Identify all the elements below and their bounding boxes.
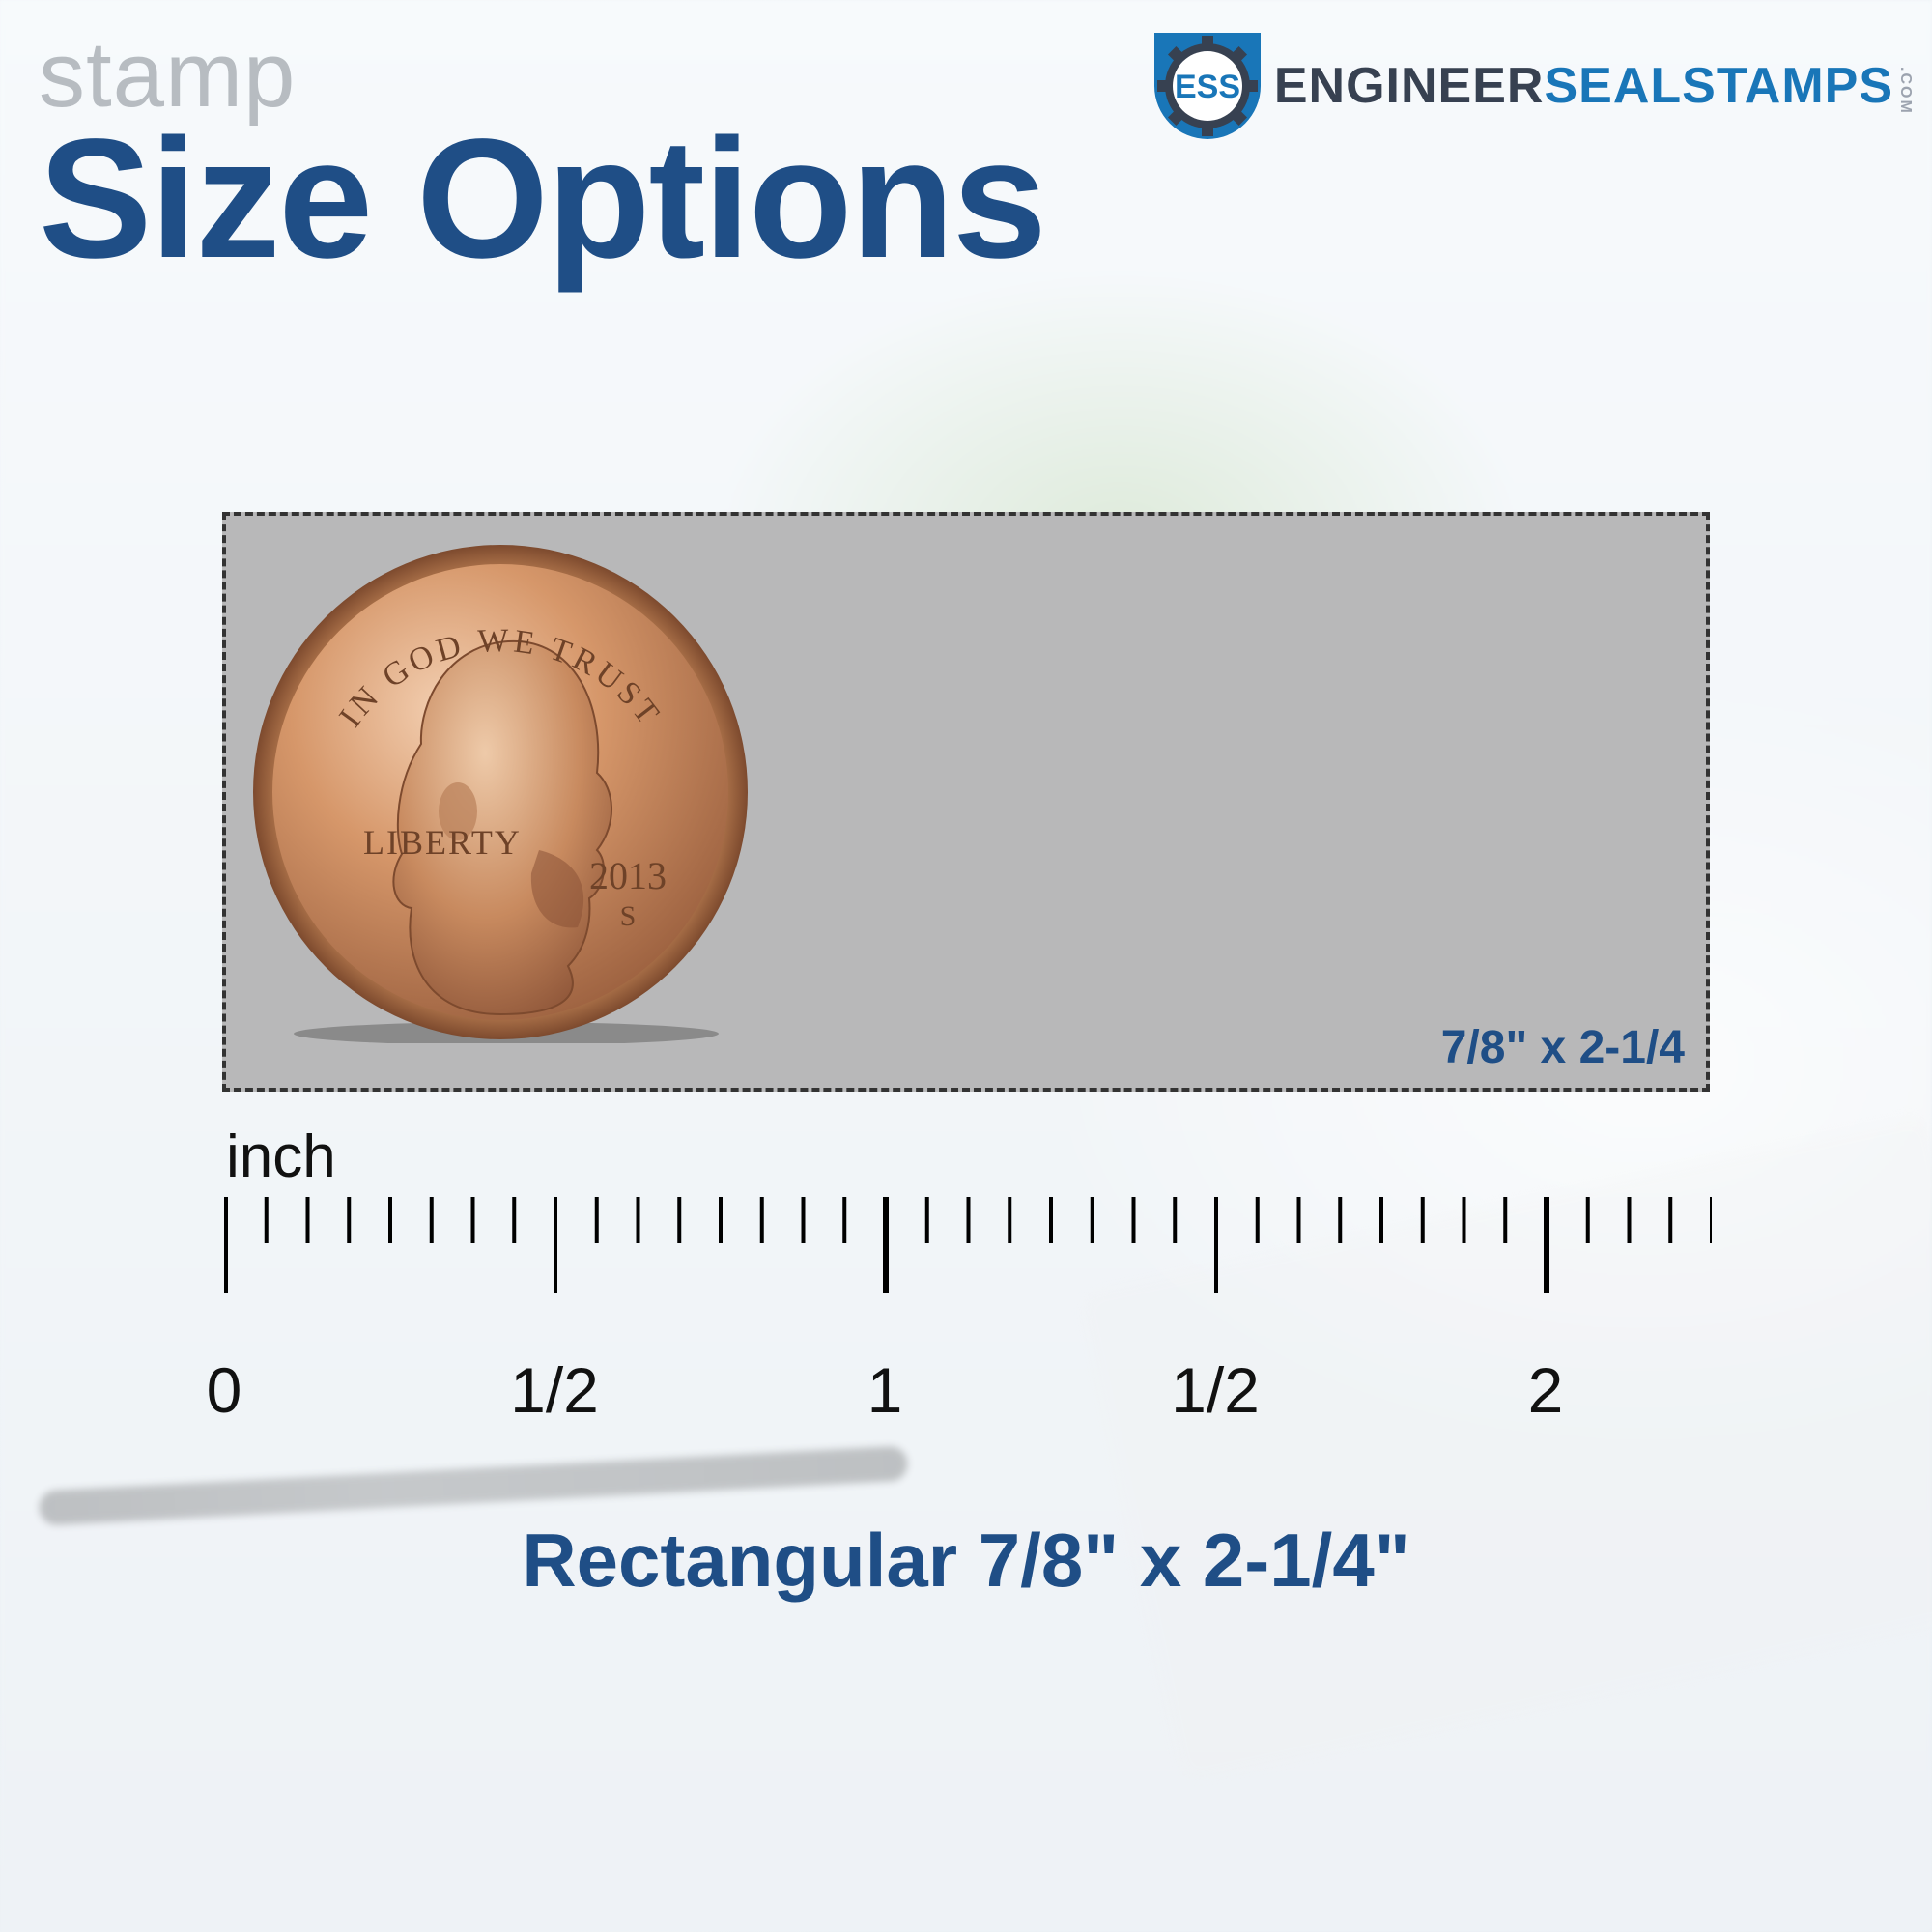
ruler: inch 01/211/22 (224, 1122, 1712, 1440)
stamp-size-label: 7/8" x 2-1/4 (1441, 1021, 1685, 1074)
brand-logo: ESS ENGINEERSEALSTAMPS .COM (1154, 33, 1893, 139)
ruler-labels: 01/211/22 (224, 1353, 1712, 1440)
ruler-unit-label: inch (226, 1122, 1712, 1191)
penny-scale-reference: IN GOD WE TRUST LIBERTY 2013 S (249, 541, 752, 1043)
title-block: stamp Size Options (39, 29, 1045, 284)
badge-text: ESS (1175, 69, 1240, 105)
penny-year: 2013 (589, 854, 667, 897)
page-title: Size Options (39, 114, 1045, 284)
brand-text: ENGINEERSEALSTAMPS .COM (1274, 61, 1893, 111)
ruler-number: 0 (207, 1353, 242, 1427)
ruler-number: 1 (867, 1353, 903, 1427)
brand-word-3: STAMPS (1682, 61, 1893, 111)
ruler-number: 1/2 (510, 1353, 599, 1427)
ruler-number: 1/2 (1171, 1353, 1260, 1427)
brand-word-1: ENGINEER (1274, 61, 1545, 111)
brand-badge-icon: ESS (1154, 33, 1261, 139)
penny-liberty: LIBERTY (363, 823, 522, 862)
header: stamp Size Options (39, 29, 1893, 284)
ruler-ticks (224, 1197, 1712, 1342)
penny-mint: S (620, 900, 637, 932)
ruler-number: 2 (1528, 1353, 1564, 1427)
size-caption: Rectangular 7/8" x 2-1/4" (522, 1517, 1409, 1605)
brand-tld: .COM (1897, 67, 1913, 115)
brand-word-2: SEAL (1544, 61, 1682, 111)
